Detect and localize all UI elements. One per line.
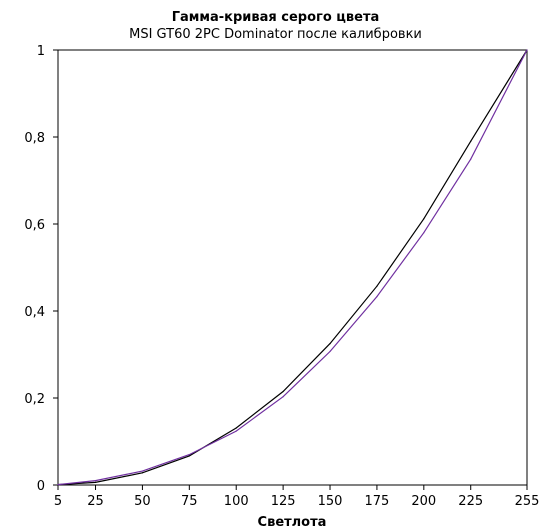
series-1-point: [94, 481, 97, 483]
y-tick-label: 0: [37, 479, 45, 494]
series-2-point: [57, 483, 59, 486]
series-1-point: [188, 455, 190, 457]
x-tick-label: 225: [458, 494, 483, 509]
series-2-point: [235, 430, 237, 432]
y-tick-label: 0,8: [24, 131, 45, 146]
series-2-point: [423, 232, 425, 234]
x-axis: 5 25 50 75 100 125 150 175 200 225 255: [54, 485, 540, 509]
x-tick-label: 200: [411, 494, 436, 509]
series-1-point: [376, 285, 378, 287]
series-1-point: [470, 140, 472, 142]
x-tick-label: 50: [134, 494, 151, 509]
y-axis: 0 0,2 0,4 0,6 0,8 1: [24, 44, 58, 494]
series-2-point: [141, 470, 144, 472]
series-1-point: [235, 427, 237, 429]
series-2-point: [329, 350, 331, 353]
series-1-point: [423, 218, 425, 220]
x-tick-label: 75: [181, 494, 198, 509]
series-2-point: [282, 396, 284, 398]
x-tick-label: 255: [515, 494, 540, 509]
y-tick-label: 0,6: [24, 218, 45, 233]
series-1-point: [282, 390, 284, 393]
x-tick-label: 150: [318, 494, 343, 509]
x-tick-label: 25: [87, 494, 104, 509]
x-tick-label: 175: [365, 494, 390, 509]
series-2-point: [94, 480, 97, 482]
plot-area: [57, 49, 528, 486]
series-2-point: [376, 296, 378, 298]
series-2-point: [526, 49, 528, 51]
x-tick-label: 100: [224, 494, 249, 509]
x-tick-label: 5: [54, 494, 62, 509]
series-2-point: [188, 453, 190, 456]
series-1-point: [141, 472, 144, 474]
series-1-point: [329, 343, 331, 345]
chart-title: Гамма-кривая серого цвета: [171, 10, 380, 25]
x-tick-label: 125: [271, 494, 296, 509]
x-axis-label: Светлота: [258, 515, 327, 530]
series-2-point: [470, 158, 472, 160]
y-tick-label: 0,4: [24, 305, 45, 320]
y-tick-label: 1: [37, 44, 45, 59]
chart-subtitle: MSI GT60 2PC Dominator после калибровки: [129, 27, 422, 42]
series-layer: [57, 49, 528, 486]
y-tick-label: 0,2: [24, 392, 45, 407]
